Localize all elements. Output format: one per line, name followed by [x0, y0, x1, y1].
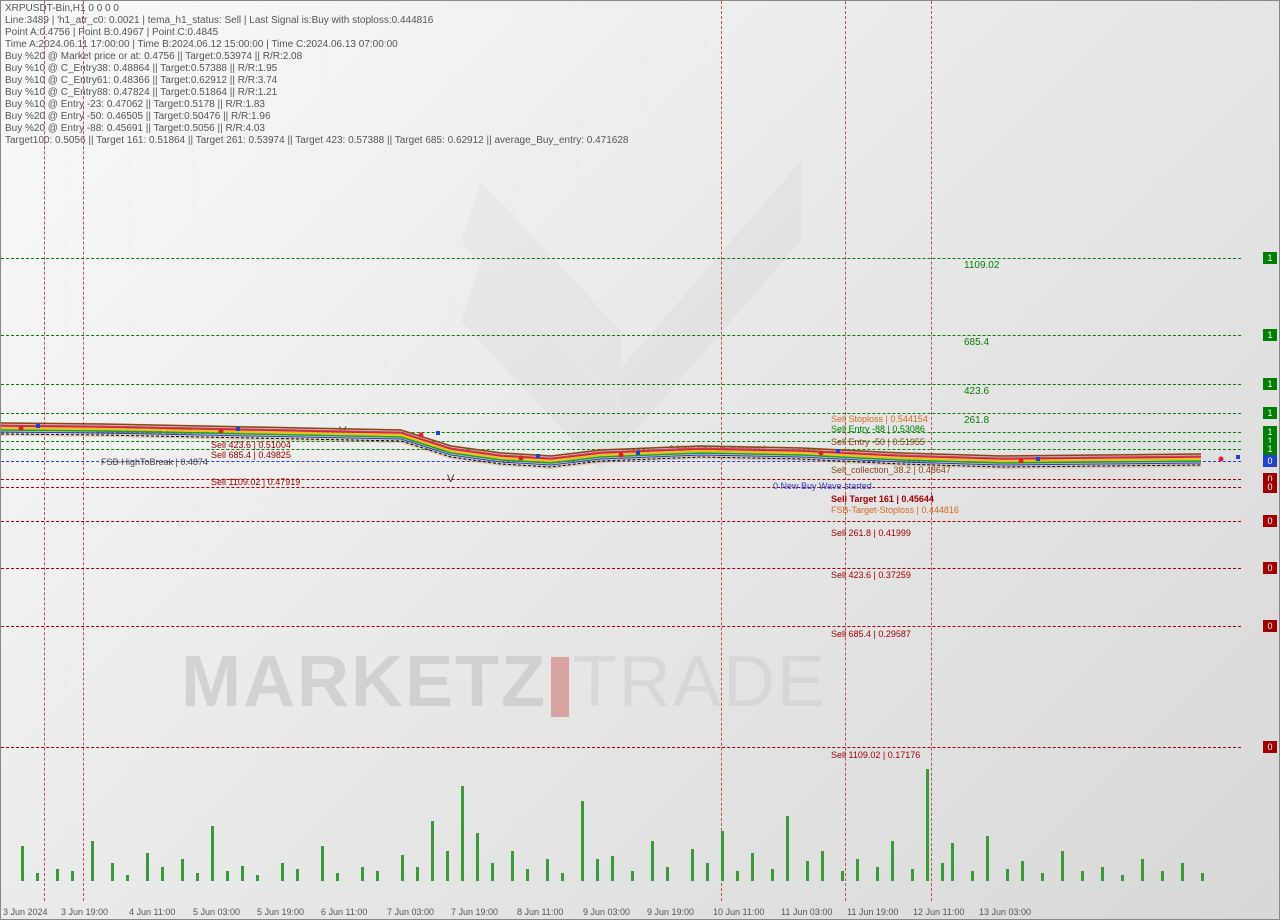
volume-bar	[181, 859, 184, 881]
volume-bar	[951, 843, 954, 881]
volume-bars	[1, 761, 1241, 881]
volume-bar	[161, 867, 164, 881]
volume-bar	[581, 801, 584, 881]
time-axis-label: 4 Jun 11:00	[129, 907, 175, 917]
volume-bar	[941, 863, 944, 881]
volume-bar	[1081, 871, 1084, 881]
volume-bar	[986, 836, 989, 881]
price-marker-blue: 0	[1263, 455, 1277, 467]
volume-bar	[1161, 871, 1164, 881]
price-marker-red: 0	[1263, 481, 1277, 493]
volume-bar	[511, 851, 514, 881]
volume-bar	[611, 856, 614, 881]
volume-bar	[1021, 861, 1024, 881]
volume-bar	[241, 866, 244, 881]
volume-bar	[361, 867, 364, 881]
volume-bar	[561, 873, 564, 881]
volume-bar	[971, 871, 974, 881]
time-axis-label: 8 Jun 11:00	[517, 907, 563, 917]
time-axis-label: 3 Jun 19:00	[61, 907, 108, 917]
volume-bar	[1201, 873, 1204, 881]
time-axis: 3 Jun 2024 3 Jun 19:00 4 Jun 11:00 5 Jun 03…	[1, 899, 1241, 919]
price-marker-green: 1	[1263, 329, 1277, 341]
volume-bar	[1041, 873, 1044, 881]
price-marker-green: 1	[1263, 443, 1277, 455]
volume-bar	[211, 826, 214, 881]
volume-bar	[821, 851, 824, 881]
volume-bar	[336, 873, 339, 881]
volume-bar	[876, 867, 879, 881]
price-marker-red: 0	[1263, 741, 1277, 753]
volume-bar	[546, 859, 549, 881]
volume-bar	[691, 849, 694, 881]
volume-bar	[56, 869, 59, 881]
time-axis-label: 12 Jun 11:00	[913, 907, 964, 917]
chart-area[interactable]: MARKETZTRADE XRPUSDT-Bin,H1 0 0 0 0 Line…	[1, 1, 1241, 901]
volume-bar	[491, 863, 494, 881]
time-axis-label: 5 Jun 19:00	[257, 907, 304, 917]
volume-bar	[926, 769, 929, 881]
volume-bar	[736, 871, 739, 881]
volume-bar	[446, 851, 449, 881]
volume-bar	[21, 846, 24, 881]
volume-bar	[666, 867, 669, 881]
price-marker-green: 1	[1263, 407, 1277, 419]
price-marker-red: 0	[1263, 562, 1277, 574]
time-axis-label: 7 Jun 03:00	[387, 907, 434, 917]
volume-bar	[706, 863, 709, 881]
time-axis-label: 7 Jun 19:00	[451, 907, 498, 917]
volume-bar	[431, 821, 434, 881]
price-axis: 11111110000000	[1239, 1, 1279, 901]
time-axis-label: 11 Jun 19:00	[847, 907, 898, 917]
volume-bar	[196, 873, 199, 881]
volume-bar	[1006, 869, 1009, 881]
volume-bar	[461, 786, 464, 881]
volume-bar	[751, 853, 754, 881]
volume-bar	[786, 816, 789, 881]
volume-bar	[1121, 875, 1124, 881]
volume-bar	[721, 831, 724, 881]
volume-bar	[526, 869, 529, 881]
volume-bar	[1061, 851, 1064, 881]
time-axis-label: 5 Jun 03:00	[193, 907, 240, 917]
volume-bar	[91, 841, 94, 881]
time-axis-label: 10 Jun 11:00	[713, 907, 764, 917]
volume-bar	[401, 855, 404, 881]
time-axis-label: 9 Jun 03:00	[583, 907, 630, 917]
time-axis-label: 3 Jun 2024	[3, 907, 48, 917]
volume-bar	[596, 859, 599, 881]
volume-bar	[321, 846, 324, 881]
volume-bar	[126, 875, 129, 881]
volume-bar	[36, 873, 39, 881]
volume-bar	[1101, 867, 1104, 881]
volume-bar	[416, 867, 419, 881]
volume-bar	[891, 841, 894, 881]
volume-bar	[71, 871, 74, 881]
volume-bar	[476, 833, 479, 881]
volume-bar	[1141, 859, 1144, 881]
volume-bar	[856, 859, 859, 881]
volume-bar	[281, 863, 284, 881]
volume-bar	[631, 871, 634, 881]
volume-bar	[146, 853, 149, 881]
volume-bar	[256, 875, 259, 881]
volume-bar	[111, 863, 114, 881]
volume-bar	[911, 869, 914, 881]
volume-bar	[771, 869, 774, 881]
volume-bar	[1181, 863, 1184, 881]
price-marker-red: 0	[1263, 515, 1277, 527]
price-marker-green: 1	[1263, 378, 1277, 390]
time-axis-label: 6 Jun 11:00	[321, 907, 367, 917]
time-axis-label: 9 Jun 19:00	[647, 907, 694, 917]
time-axis-label: 11 Jun 03:00	[781, 907, 832, 917]
price-marker-green: 1	[1263, 252, 1277, 264]
volume-bar	[806, 861, 809, 881]
time-axis-label: 13 Jun 03:00	[979, 907, 1031, 917]
volume-bar	[296, 869, 299, 881]
volume-bar	[376, 871, 379, 881]
price-marker-red: 0	[1263, 620, 1277, 632]
volume-bar	[841, 871, 844, 881]
volume-bar	[226, 871, 229, 881]
volume-bar	[651, 841, 654, 881]
